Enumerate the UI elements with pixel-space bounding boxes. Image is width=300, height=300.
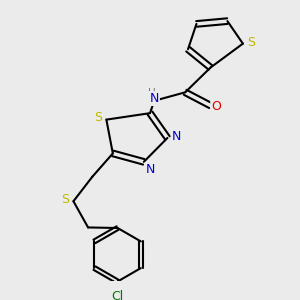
Text: H: H — [148, 88, 155, 98]
Text: N: N — [172, 130, 181, 143]
Text: Cl: Cl — [112, 290, 124, 300]
Text: S: S — [247, 36, 255, 49]
Text: S: S — [61, 193, 69, 206]
Text: O: O — [211, 100, 221, 113]
Text: S: S — [94, 111, 103, 124]
Text: N: N — [149, 92, 159, 105]
Text: N: N — [145, 163, 155, 176]
